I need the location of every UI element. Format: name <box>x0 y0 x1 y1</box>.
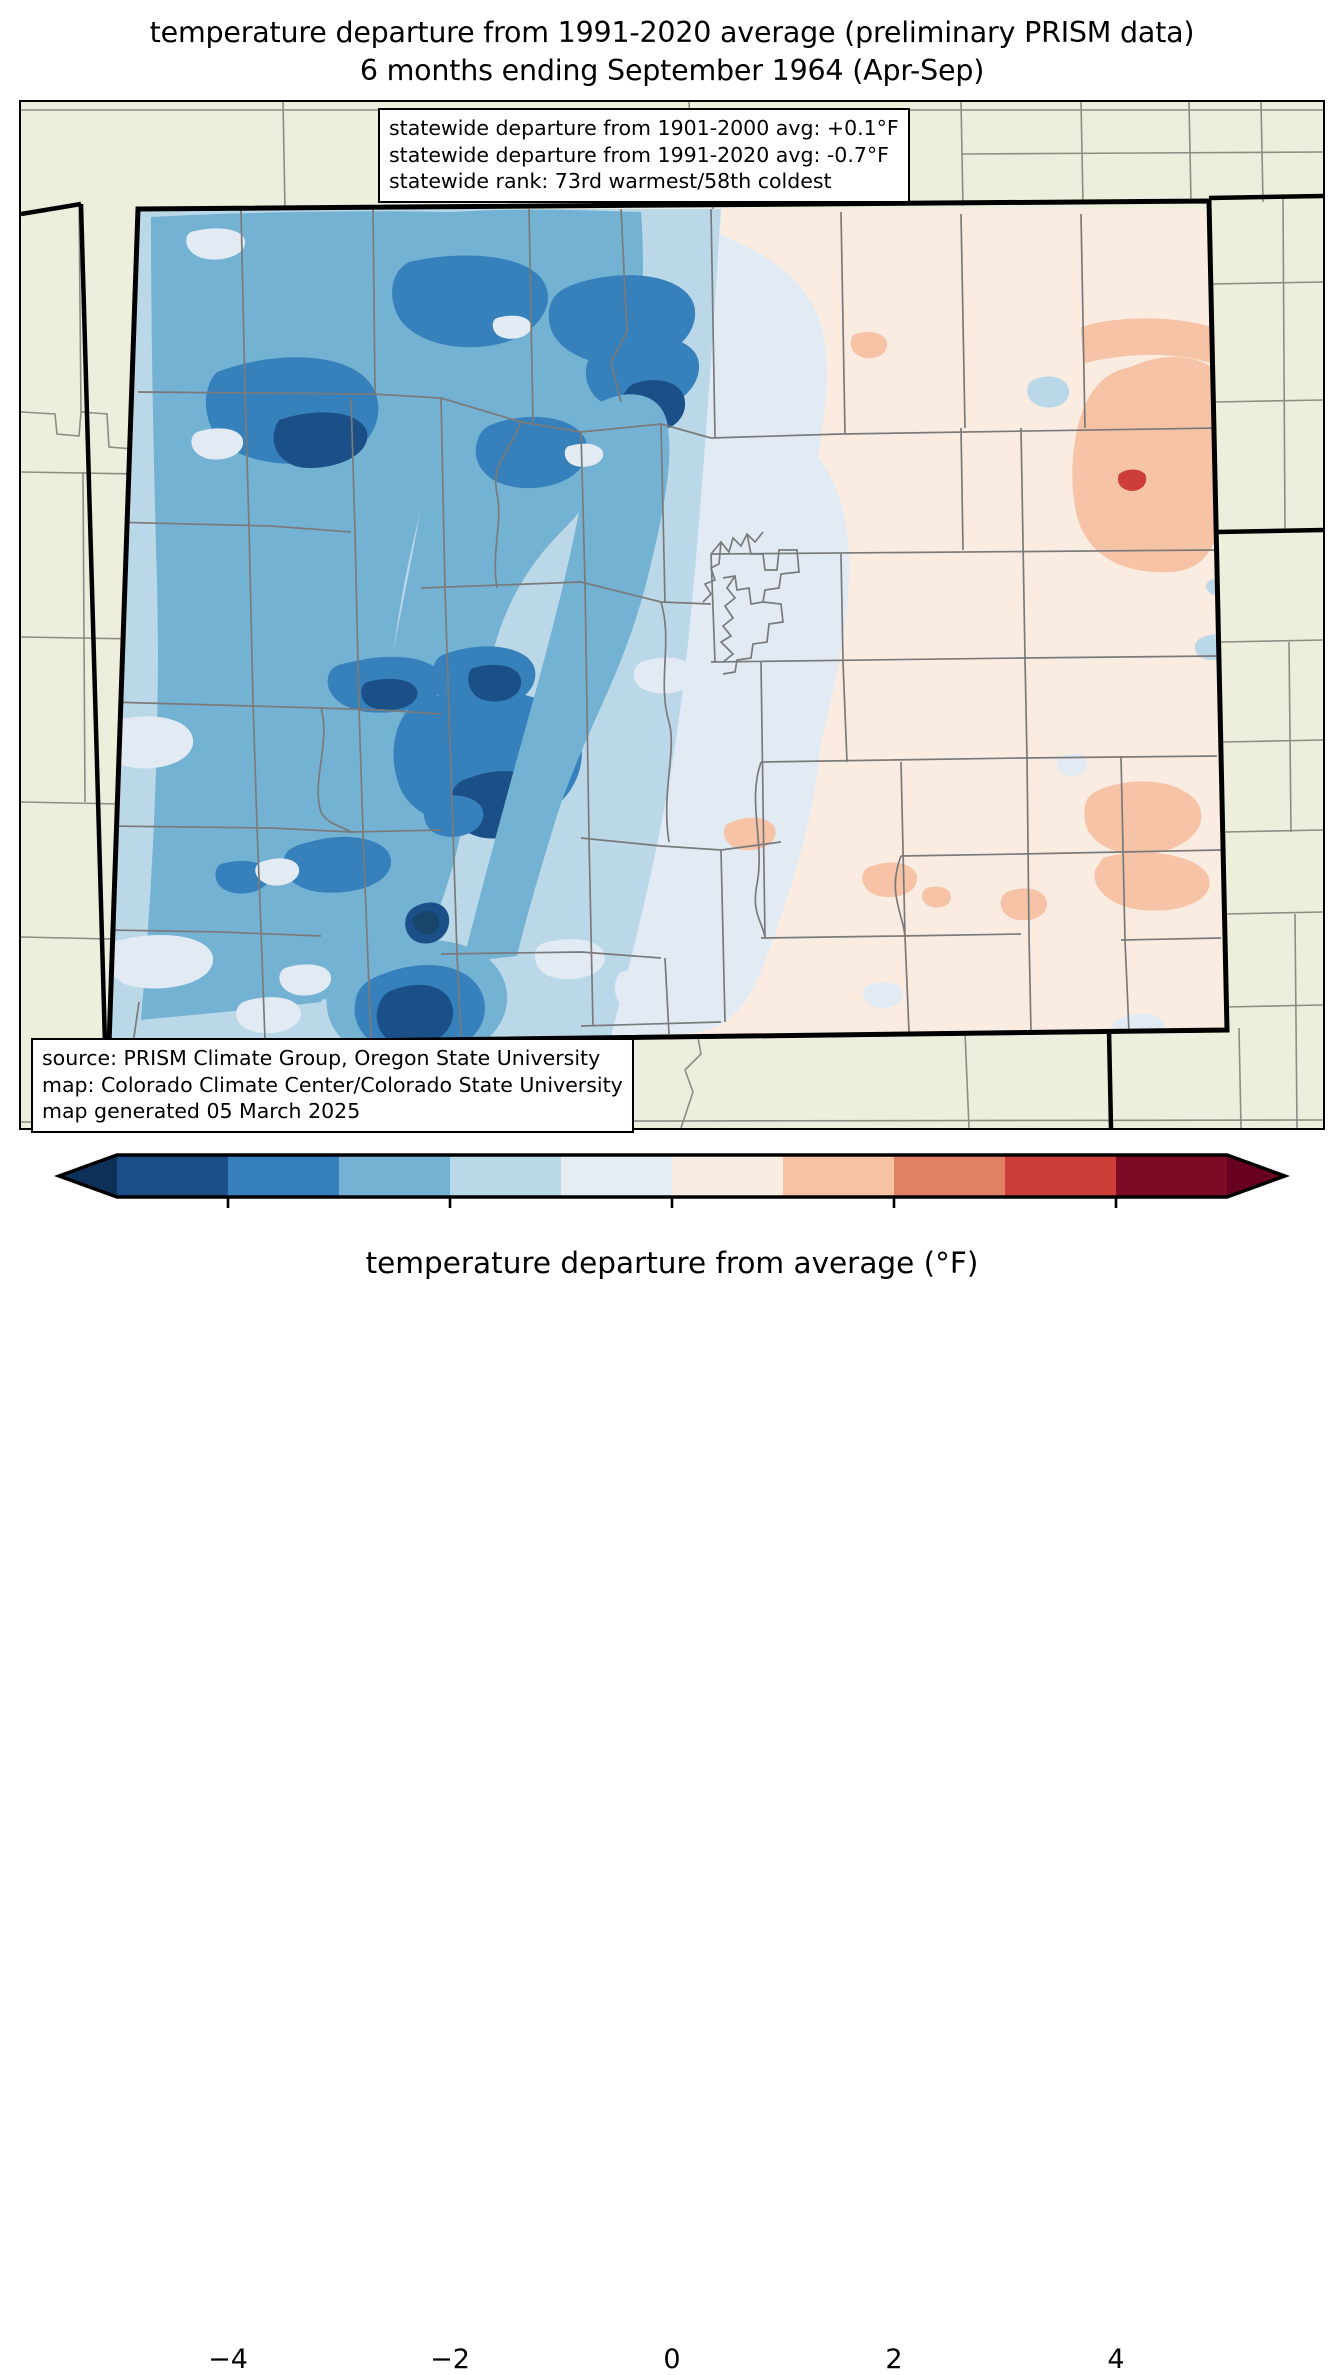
colorbar-svg <box>54 1153 1290 1208</box>
colorbar-band <box>450 1155 561 1197</box>
colorado-county-lines <box>109 209 1222 1044</box>
colorbar-under-arrow <box>59 1155 117 1197</box>
colorbar-tick-label: 4 <box>1107 2344 1125 2375</box>
map-credit-line: map: Colorado Climate Center/Colorado St… <box>42 1072 623 1097</box>
stat-departure-1901-2000: statewide departure from 1901-2000 avg: … <box>389 116 899 140</box>
colorbar-band <box>783 1155 894 1197</box>
colorbar-outline <box>54 1153 1290 1199</box>
colorbar-band <box>672 1155 783 1197</box>
source-line: source: PRISM Climate Group, Oregon Stat… <box>42 1046 601 1070</box>
colorbar-over-arrow <box>1227 1155 1285 1197</box>
title-line-1: temperature departure from 1991-2020 ave… <box>149 16 1195 49</box>
colorbar-tick-label: 2 <box>885 2344 903 2375</box>
colorbar-band <box>117 1155 228 1197</box>
source-attribution-box: source: PRISM Climate Group, Oregon Stat… <box>31 1038 634 1133</box>
colorbar-tick-label: −2 <box>430 2344 470 2375</box>
colorbar-band <box>561 1155 672 1197</box>
chart-title: temperature departure from 1991-2020 ave… <box>0 14 1344 90</box>
colorbar-band <box>228 1155 339 1197</box>
colorbar-band <box>1116 1155 1227 1197</box>
title-line-2: 6 months ending September 1964 (Apr-Sep) <box>359 54 985 87</box>
colorbar-cells <box>59 1155 1285 1197</box>
colorbar-band <box>1005 1155 1116 1197</box>
colorbar-band <box>339 1155 450 1197</box>
statewide-statistics-box: statewide departure from 1901-2000 avg: … <box>378 108 910 203</box>
map-panel <box>19 100 1325 1130</box>
colorbar-tick-label: 0 <box>663 2344 681 2375</box>
temperature-departure-field <box>109 209 1227 1044</box>
stat-statewide-rank: statewide rank: 73rd warmest/58th coldes… <box>389 169 832 194</box>
colorado-temperature-departure-map <box>21 102 1323 1128</box>
stat-departure-1991-2020: statewide departure from 1991-2020 avg: … <box>389 142 889 167</box>
colorbar-tick-label: −4 <box>208 2344 248 2375</box>
colorbar-band <box>894 1155 1005 1197</box>
colorbar: −4 −2 0 2 4 <box>0 1148 1344 2375</box>
colorado-state-border <box>106 198 1230 1047</box>
colorbar-axis-label: temperature departure from average (°F) <box>365 1246 979 1280</box>
figure-root: temperature departure from 1991-2020 ave… <box>0 14 1344 2375</box>
map-generated-line: map generated 05 March 2025 <box>42 1099 361 1124</box>
colorbar-ticks <box>226 1197 1118 1208</box>
